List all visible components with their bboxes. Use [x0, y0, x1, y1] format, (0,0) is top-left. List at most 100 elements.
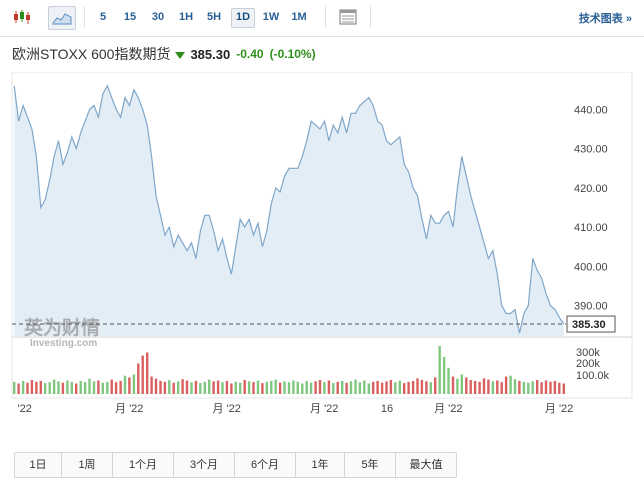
volume-axis-tick: 300k — [576, 347, 600, 359]
volume-bar — [531, 381, 534, 394]
volume-bar — [172, 382, 175, 394]
advanced-chart-link[interactable]: 技术图表 » — [578, 13, 632, 25]
volume-bar — [159, 380, 162, 394]
volume-bar — [434, 377, 437, 394]
volume-bar — [39, 380, 42, 394]
volume-bar — [287, 382, 291, 394]
toolbar-divider — [84, 6, 85, 28]
volume-bar — [150, 376, 153, 394]
volume-bar — [278, 382, 282, 394]
volume-bar — [221, 382, 224, 394]
price-line — [13, 84, 565, 334]
range-5y[interactable]: 5年 — [345, 453, 396, 477]
timeframe-1w[interactable]: 1W — [262, 11, 280, 23]
range-6m[interactable]: 6个月 — [235, 453, 296, 477]
volume-bar — [540, 382, 543, 394]
watermark-en: Investing.com — [30, 338, 97, 349]
price-area-fill — [14, 85, 564, 337]
current-price-tag: 385.30 — [572, 319, 606, 331]
volume-axis-tick: 100.0k — [576, 370, 610, 382]
volume-bar — [119, 380, 122, 394]
volume-bar — [110, 379, 113, 394]
x-axis-tick: 月 '22 — [310, 403, 338, 415]
toolbar-divider — [325, 6, 326, 28]
volume-bar — [487, 379, 490, 394]
toolbar-divider — [370, 6, 371, 28]
volume-bar — [256, 380, 260, 394]
volume-bar — [389, 380, 393, 394]
volume-bar — [513, 379, 517, 394]
volume-bar — [451, 376, 455, 394]
volume-bar — [274, 379, 277, 394]
volume-bar — [48, 382, 51, 394]
price-chart[interactable]: 440.00 430.00 420.00 410.00 400.00 390.00 300k… — [0, 71, 644, 422]
timeframe-1d[interactable]: 1D — [231, 8, 255, 28]
range-3m[interactable]: 3个月 — [174, 453, 235, 477]
investing-watermark: 英为财情 Investing.com — [24, 316, 100, 349]
volume-bar — [562, 383, 565, 394]
volume-bar — [394, 382, 397, 394]
volume-bar — [522, 381, 526, 394]
volume-bar — [270, 380, 273, 394]
timeframe-15m[interactable]: 15 — [123, 11, 137, 23]
volume-axis-tick: 200k — [576, 358, 600, 370]
candlestick-chart-icon[interactable] — [10, 6, 34, 28]
volume-bar — [478, 381, 481, 394]
range-max[interactable]: 最大值 — [409, 459, 443, 471]
price-axis-tick: 430.00 — [574, 144, 608, 156]
range-1w[interactable]: 1周 — [62, 453, 113, 477]
watermark-cn: 英为财情 — [24, 316, 100, 339]
volume-bar — [106, 381, 109, 394]
volume-bar — [190, 382, 193, 394]
volume-bar — [92, 381, 96, 394]
volume-bar — [318, 380, 322, 394]
volume-bar — [146, 352, 149, 394]
timeframe-1m[interactable]: 1M — [291, 11, 307, 23]
volume-bar — [558, 382, 561, 394]
volume-bar — [252, 382, 255, 394]
volume-bar — [549, 381, 552, 394]
timeframe-5h[interactable]: 5H — [206, 11, 222, 23]
volume-bar — [363, 380, 366, 394]
volume-bar — [327, 380, 331, 394]
price-axis-tick: 420.00 — [574, 183, 608, 195]
volume-bar — [314, 381, 317, 394]
volume-bar — [403, 383, 406, 394]
last-price: 385.30 — [190, 46, 231, 62]
volume-bar — [137, 363, 140, 394]
volume-bar — [536, 380, 539, 394]
timeframe-5m[interactable]: 5 — [99, 11, 107, 23]
time-range-selector: 1日 1周 1个月 3个月 6个月 1年 5年 最大值 — [14, 452, 457, 478]
price-change: -0.40 — [236, 47, 264, 61]
x-axis-tick: 月 '22 — [434, 403, 462, 415]
range-1d[interactable]: 1日 — [15, 453, 62, 477]
range-1y[interactable]: 1年 — [296, 453, 345, 477]
volume-bar — [473, 380, 477, 394]
volume-bar — [203, 381, 206, 394]
volume-bar — [398, 380, 401, 394]
volume-bar — [163, 381, 167, 394]
volume-bar — [101, 382, 104, 394]
volume-bar — [114, 382, 118, 394]
volume-bar — [194, 380, 198, 394]
x-axis-tick: 16 — [381, 403, 393, 415]
area-chart-icon[interactable] — [48, 6, 76, 30]
volume-bar — [21, 380, 25, 394]
x-axis-tick: 月 '22 — [213, 403, 241, 415]
range-1m[interactable]: 1个月 — [113, 453, 174, 477]
volume-bar — [247, 381, 251, 394]
volume-bar — [345, 382, 348, 394]
instrument-name: 欧洲STOXX 600指数期货 — [12, 46, 171, 62]
timeframe-1h[interactable]: 1H — [178, 11, 194, 23]
volume-bar — [123, 375, 127, 394]
volume-bar — [168, 380, 171, 394]
timeframe-30m[interactable]: 30 — [151, 11, 165, 23]
table-view-icon[interactable] — [336, 6, 360, 28]
volume-bar — [407, 381, 410, 394]
volume-bar — [305, 380, 308, 394]
volume-bar — [35, 381, 38, 394]
volume-bar — [154, 378, 158, 394]
volume-bar — [420, 380, 424, 394]
volume-bar — [336, 381, 339, 394]
volume-bar — [323, 382, 326, 394]
